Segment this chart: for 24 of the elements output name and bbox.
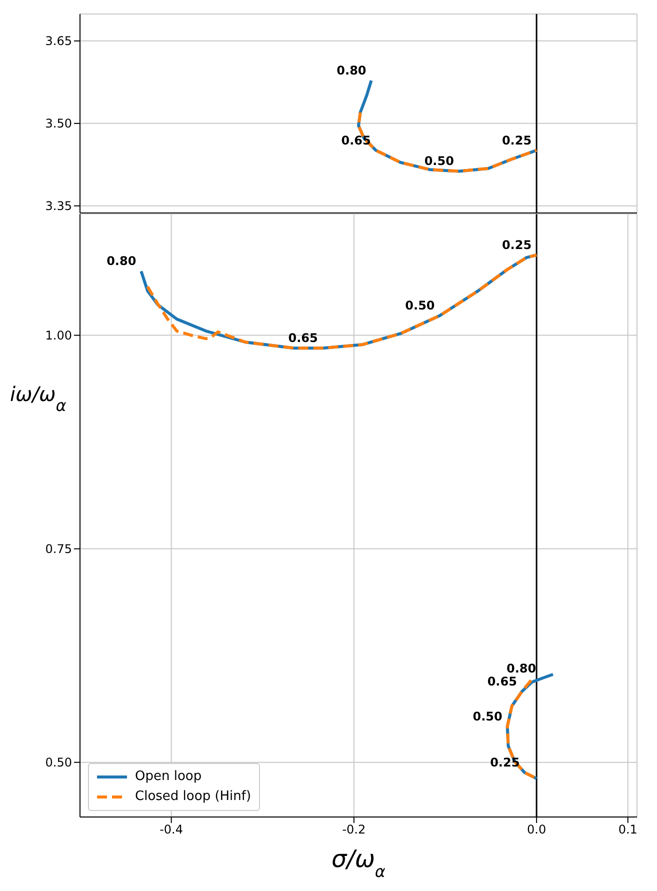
y-tick-label: 3.35 [45, 199, 72, 214]
y-tick-label: 0.50 [45, 756, 72, 770]
x-tick-label: 0.1 [618, 822, 638, 837]
y-tick-label: 0.75 [45, 542, 72, 556]
y-axis-title: iω/ω$_{α}$ [10, 382, 67, 414]
annotation: 0.25 [502, 238, 532, 252]
annotation: 0.80 [506, 662, 536, 676]
legend-label: Closed loop (Hinf) [135, 788, 252, 806]
y-tick-label: 3.50 [45, 116, 72, 131]
legend-label: Open loop [135, 768, 202, 786]
annotation: 0.25 [502, 133, 532, 148]
annotation: 0.50 [405, 298, 435, 313]
annotation: 0.50 [424, 154, 454, 168]
annotation: 0.65 [487, 674, 517, 688]
y-tick-label: 1.00 [45, 328, 72, 343]
annotation: 0.65 [288, 331, 318, 346]
x-tick-label: -0.4 [160, 822, 184, 837]
annotation: 0.80 [106, 254, 136, 268]
x-tick-label: 0.0 [527, 822, 546, 837]
x-axis-title: σ/ω$_{α}$ [332, 845, 386, 880]
annotation: 0.50 [472, 709, 502, 724]
x-tick-label: -0.2 [342, 822, 366, 837]
y-tick-label: 3.65 [45, 34, 72, 48]
annotation: 0.80 [336, 64, 366, 78]
